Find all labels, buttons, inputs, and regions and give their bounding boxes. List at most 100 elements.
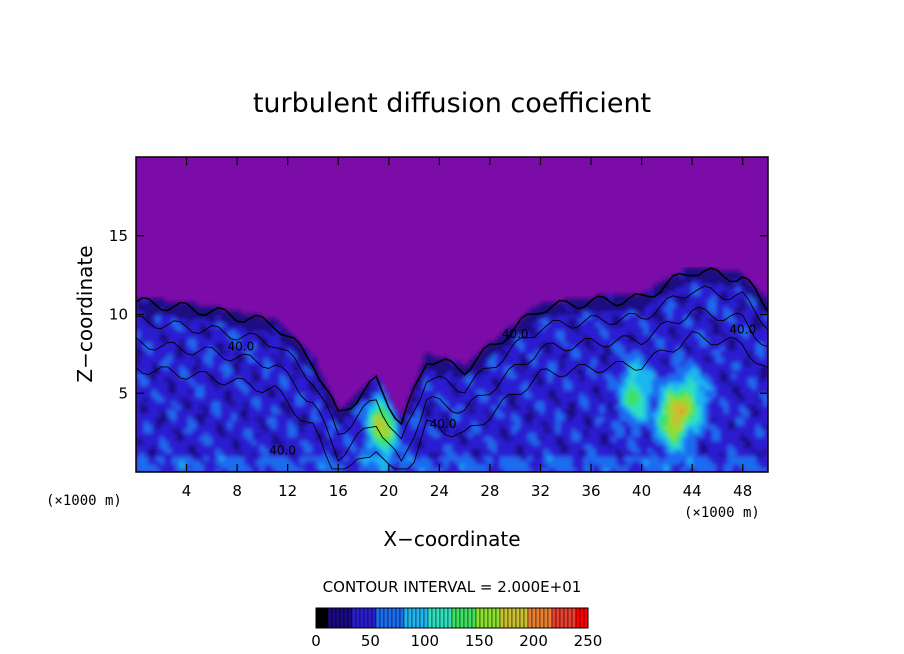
- field-cell: [144, 381, 149, 386]
- field-cell: [536, 346, 541, 351]
- field-cell: [484, 405, 489, 410]
- field-cell: [644, 385, 649, 390]
- field-cell: [240, 464, 245, 469]
- field-cell: [204, 436, 209, 442]
- field-cell: [660, 373, 665, 379]
- field-cell: [236, 428, 241, 434]
- field-cell: [636, 468, 641, 472]
- field-cell: [656, 283, 661, 288]
- field-cell: [364, 452, 369, 457]
- field-cell: [568, 452, 573, 457]
- field-cell: [628, 448, 633, 453]
- field-cell: [348, 468, 353, 472]
- field-cell: [360, 460, 365, 465]
- field-cell: [144, 377, 149, 383]
- field-cell: [532, 440, 537, 446]
- field-cell: [544, 401, 549, 406]
- field-cell: [556, 409, 561, 414]
- field-cell: [288, 464, 293, 469]
- field-cell: [152, 409, 157, 414]
- field-cell: [540, 401, 545, 406]
- field-cell: [472, 412, 477, 418]
- field-cell: [316, 452, 321, 457]
- field-cell: [224, 432, 229, 438]
- field-cell: [144, 298, 149, 304]
- field-cell: [552, 373, 557, 379]
- field-cell: [532, 369, 537, 375]
- field-cell: [460, 377, 465, 383]
- field-cell: [384, 456, 389, 461]
- field-cell: [480, 385, 485, 390]
- field-cell: [416, 448, 421, 453]
- field-cell: [560, 369, 565, 375]
- field-cell: [236, 412, 241, 418]
- field-cell: [624, 369, 629, 375]
- field-cell: [252, 464, 257, 469]
- field-cell: [372, 381, 377, 386]
- field-cell: [284, 468, 289, 472]
- field-cell: [600, 322, 605, 327]
- field-cell: [636, 357, 641, 363]
- field-cell: [360, 416, 365, 422]
- field-cell: [228, 334, 233, 339]
- field-cell: [600, 412, 605, 418]
- field-cell: [592, 436, 597, 442]
- field-cell: [524, 428, 529, 434]
- field-cell: [156, 393, 161, 398]
- field-cell: [212, 405, 217, 410]
- field-cell: [292, 405, 297, 410]
- field-cell: [188, 393, 193, 398]
- field-cell: [384, 416, 389, 422]
- field-cell: [600, 349, 605, 355]
- field-cell: [548, 377, 553, 383]
- field-cell: [576, 436, 581, 442]
- field-cell: [136, 377, 141, 383]
- field-cell: [200, 373, 205, 379]
- field-cell: [668, 306, 673, 312]
- field-cell: [144, 420, 149, 426]
- field-cell: [672, 314, 677, 320]
- field-cell: [484, 432, 489, 438]
- field-cell: [616, 412, 621, 418]
- field-cell: [484, 444, 489, 449]
- field-cell: [516, 409, 521, 414]
- field-cell: [552, 420, 557, 426]
- field-cell: [516, 444, 521, 449]
- field-cell: [604, 420, 609, 426]
- field-cell: [172, 460, 177, 465]
- field-cell: [144, 460, 149, 465]
- field-cell: [448, 468, 453, 472]
- field-cell: [532, 452, 537, 457]
- field-cell: [288, 377, 293, 383]
- field-cell: [544, 448, 549, 453]
- field-cell: [180, 381, 185, 386]
- field-cell: [372, 428, 377, 434]
- field-cell: [632, 373, 637, 379]
- field-cell: [196, 393, 201, 398]
- field-cell: [620, 416, 625, 422]
- field-cell: [240, 334, 245, 339]
- field-cell: [144, 401, 149, 406]
- field-cell: [516, 377, 521, 383]
- field-cell: [544, 456, 549, 461]
- field-cell: [632, 468, 637, 472]
- field-cell: [624, 342, 629, 347]
- field-cell: [308, 448, 313, 453]
- field-cell: [152, 428, 157, 434]
- field-cell: [236, 314, 241, 320]
- field-cell: [264, 369, 269, 375]
- field-cell: [576, 377, 581, 383]
- field-cell: [636, 420, 641, 426]
- field-cell: [632, 361, 637, 367]
- field-cell: [520, 432, 525, 438]
- field-cell: [200, 334, 205, 339]
- field-cell: [648, 314, 653, 320]
- field-cell: [512, 373, 517, 379]
- field-cell: [196, 389, 201, 394]
- field-cell: [376, 409, 381, 414]
- field-cell: [292, 401, 297, 406]
- field-cell: [396, 436, 401, 442]
- field-cell: [192, 436, 197, 442]
- field-cell: [584, 436, 589, 442]
- field-cell: [168, 397, 173, 402]
